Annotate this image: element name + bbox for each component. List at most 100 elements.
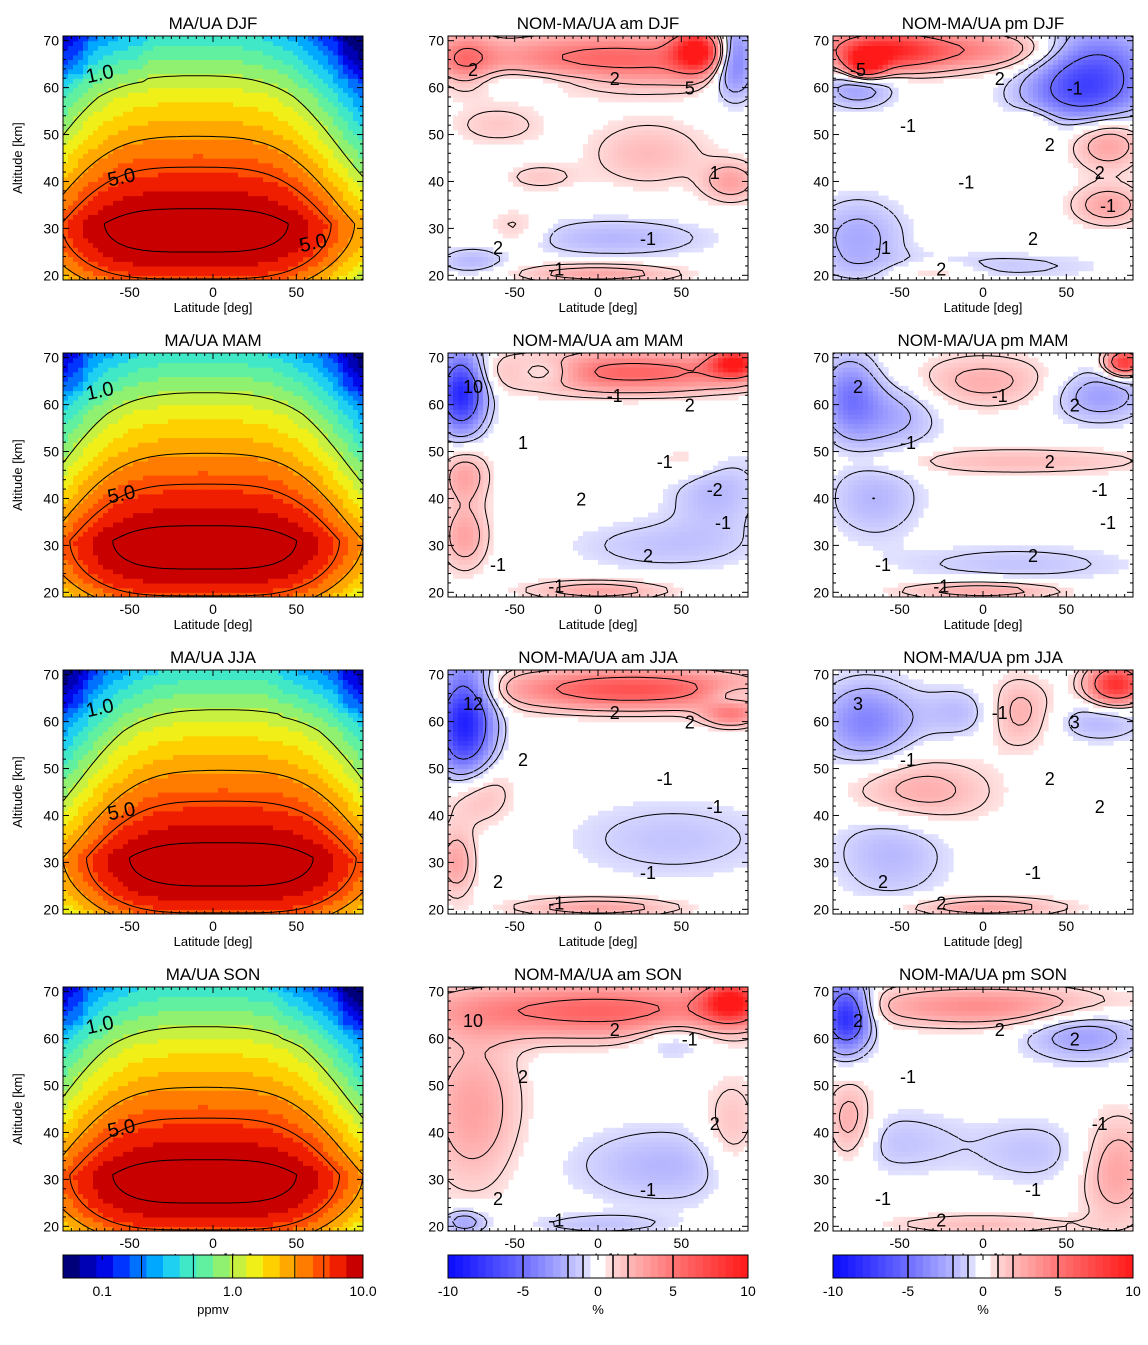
- heatmap-cell: [133, 82, 139, 89]
- heatmap-cell: [88, 120, 94, 126]
- heatmap-cell: [603, 223, 609, 229]
- heatmap-cell: [618, 139, 624, 145]
- heatmap-cell: [78, 176, 84, 183]
- heatmap-cell: [153, 148, 159, 154]
- heatmap-cell: [458, 54, 464, 61]
- heatmap-cell: [463, 111, 469, 117]
- heatmap-cell: [83, 247, 89, 253]
- heatmap-cell: [63, 209, 69, 215]
- heatmap-cell: [178, 59, 184, 65]
- heatmap-cell: [698, 87, 704, 93]
- heatmap-cell: [563, 54, 569, 61]
- heatmap-cell: [73, 134, 79, 140]
- heatmap-cell: [148, 59, 154, 65]
- heatmap-cell: [258, 82, 264, 89]
- heatmap-cell: [93, 176, 99, 183]
- heatmap-cell: [448, 82, 454, 89]
- heatmap-cell: [638, 275, 644, 280]
- heatmap-cell: [198, 68, 204, 75]
- heatmap-cell: [308, 125, 314, 131]
- heatmap-cell: [178, 209, 184, 215]
- heatmap-cell: [303, 195, 309, 201]
- heatmap-cell: [73, 237, 79, 244]
- heatmap-cell: [178, 190, 184, 197]
- heatmap-cell: [283, 73, 289, 79]
- heatmap-cell: [163, 78, 169, 84]
- heatmap-cell: [318, 176, 324, 183]
- heatmap-cell: [478, 87, 484, 93]
- heatmap-cell: [103, 195, 109, 201]
- heatmap-cell: [83, 265, 89, 272]
- heatmap-cell: [208, 219, 214, 225]
- heatmap-cell: [88, 214, 94, 220]
- heatmap-cell: [243, 115, 249, 122]
- heatmap-cell: [678, 148, 684, 154]
- heatmap-cell: [448, 64, 454, 70]
- heatmap-cell: [108, 64, 114, 70]
- heatmap-cell: [448, 265, 454, 272]
- heatmap-cell: [298, 256, 304, 262]
- heatmap-cell: [98, 68, 104, 75]
- heatmap-cell: [348, 247, 354, 253]
- heatmap-cell: [663, 233, 669, 239]
- heatmap-cell: [238, 228, 244, 234]
- heatmap-cell: [63, 162, 69, 168]
- heatmap-cell: [103, 101, 109, 107]
- heatmap-cell: [248, 153, 254, 159]
- heatmap-cell: [733, 54, 739, 61]
- heatmap-cell: [188, 87, 194, 93]
- heatmap-cell: [483, 78, 489, 84]
- heatmap-cell: [568, 237, 574, 244]
- heatmap-cell: [463, 87, 469, 93]
- heatmap-cell: [298, 265, 304, 272]
- heatmap-cell: [613, 50, 619, 56]
- heatmap-cell: [663, 54, 669, 61]
- heatmap-cell: [183, 242, 189, 248]
- heatmap-cell: [663, 134, 669, 140]
- heatmap-cell: [323, 251, 329, 258]
- heatmap-cell: [583, 233, 589, 239]
- heatmap-cell: [553, 181, 559, 187]
- heatmap-cell: [588, 251, 594, 258]
- heatmap-cell: [478, 92, 484, 98]
- heatmap-cell: [638, 134, 644, 140]
- heatmap-cell: [193, 247, 199, 253]
- heatmap-cell: [578, 228, 584, 234]
- heatmap-cell: [198, 143, 204, 150]
- heatmap-cell: [243, 219, 249, 225]
- heatmap-cell: [693, 82, 699, 89]
- heatmap-cell: [133, 265, 139, 272]
- heatmap-cell: [523, 270, 529, 276]
- heatmap-cell: [158, 40, 164, 46]
- heatmap-cell: [153, 36, 159, 42]
- heatmap-cell: [473, 106, 479, 112]
- heatmap-cell: [123, 106, 129, 112]
- heatmap-cell: [278, 40, 284, 46]
- heatmap-cell: [333, 111, 339, 117]
- heatmap-cell: [643, 242, 649, 248]
- heatmap-cell: [688, 125, 694, 131]
- heatmap-cell: [608, 82, 614, 89]
- heatmap-cell: [303, 68, 309, 75]
- heatmap-cell: [268, 158, 274, 164]
- heatmap-cell: [198, 101, 204, 107]
- heatmap-cell: [218, 50, 224, 56]
- heatmap-cell: [228, 162, 234, 168]
- heatmap-cell: [733, 172, 739, 178]
- heatmap-cell: [563, 219, 569, 225]
- heatmap-cell: [113, 209, 119, 215]
- heatmap-cell: [128, 247, 134, 253]
- heatmap-cell: [148, 153, 154, 159]
- heatmap-cell: [638, 82, 644, 89]
- heatmap-cell: [308, 172, 314, 178]
- heatmap-cell: [203, 247, 209, 253]
- heatmap-cell: [603, 125, 609, 131]
- heatmap-cell: [683, 275, 689, 280]
- heatmap-cell: [673, 73, 679, 79]
- heatmap-cell: [648, 158, 654, 164]
- heatmap-cell: [118, 45, 124, 51]
- heatmap-cell: [178, 148, 184, 154]
- heatmap-cell: [448, 45, 454, 51]
- heatmap-cell: [288, 134, 294, 140]
- heatmap-cell: [123, 40, 129, 46]
